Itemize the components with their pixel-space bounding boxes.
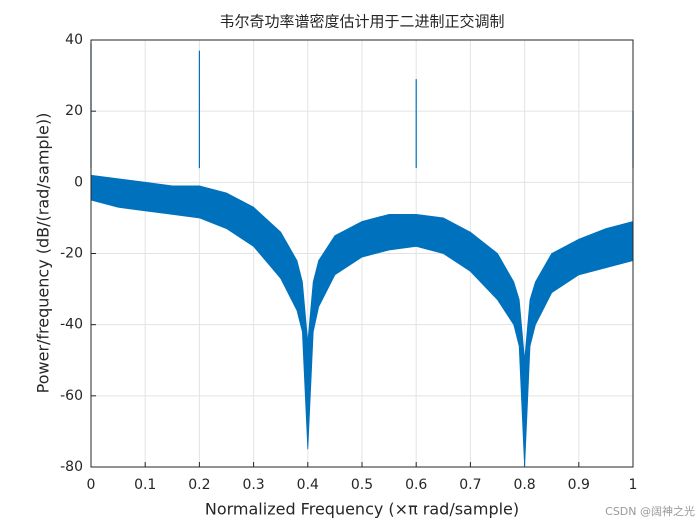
x-tick-label: 0.1 xyxy=(134,477,156,493)
x-tick-label: 0.9 xyxy=(568,477,590,493)
chart-title: 韦尔奇功率谱密度估计用于二进制正交调制 xyxy=(219,13,504,31)
x-tick-label: 0.4 xyxy=(297,477,319,493)
y-axis-label: Power/frequency (dB/(rad/sample)) xyxy=(34,113,53,394)
plot-frame xyxy=(90,39,634,468)
y-tick-label: 40 xyxy=(65,32,83,48)
x-tick-label: 0.8 xyxy=(513,477,535,493)
x-tick-label: 0 xyxy=(87,477,96,493)
y-tick-label: -80 xyxy=(60,459,83,475)
y-tick-label: 0 xyxy=(74,174,83,190)
y-tick-label: -20 xyxy=(60,246,83,262)
x-tick-label: 0.7 xyxy=(459,477,481,493)
x-tick-label: 0.5 xyxy=(351,477,373,493)
x-axis-label: Normalized Frequency (×π rad/sample) xyxy=(205,500,519,519)
y-tick-label: -60 xyxy=(60,388,83,404)
x-tick-label: 0.6 xyxy=(405,477,427,493)
watermark: CSDN @阔神之光 xyxy=(605,504,695,518)
y-tick-label: -40 xyxy=(60,317,83,333)
x-tick-label: 1 xyxy=(629,477,638,493)
y-tick-label: 20 xyxy=(65,103,83,119)
x-tick-label: 0.3 xyxy=(242,477,264,493)
x-tick-label: 0.2 xyxy=(188,477,210,493)
